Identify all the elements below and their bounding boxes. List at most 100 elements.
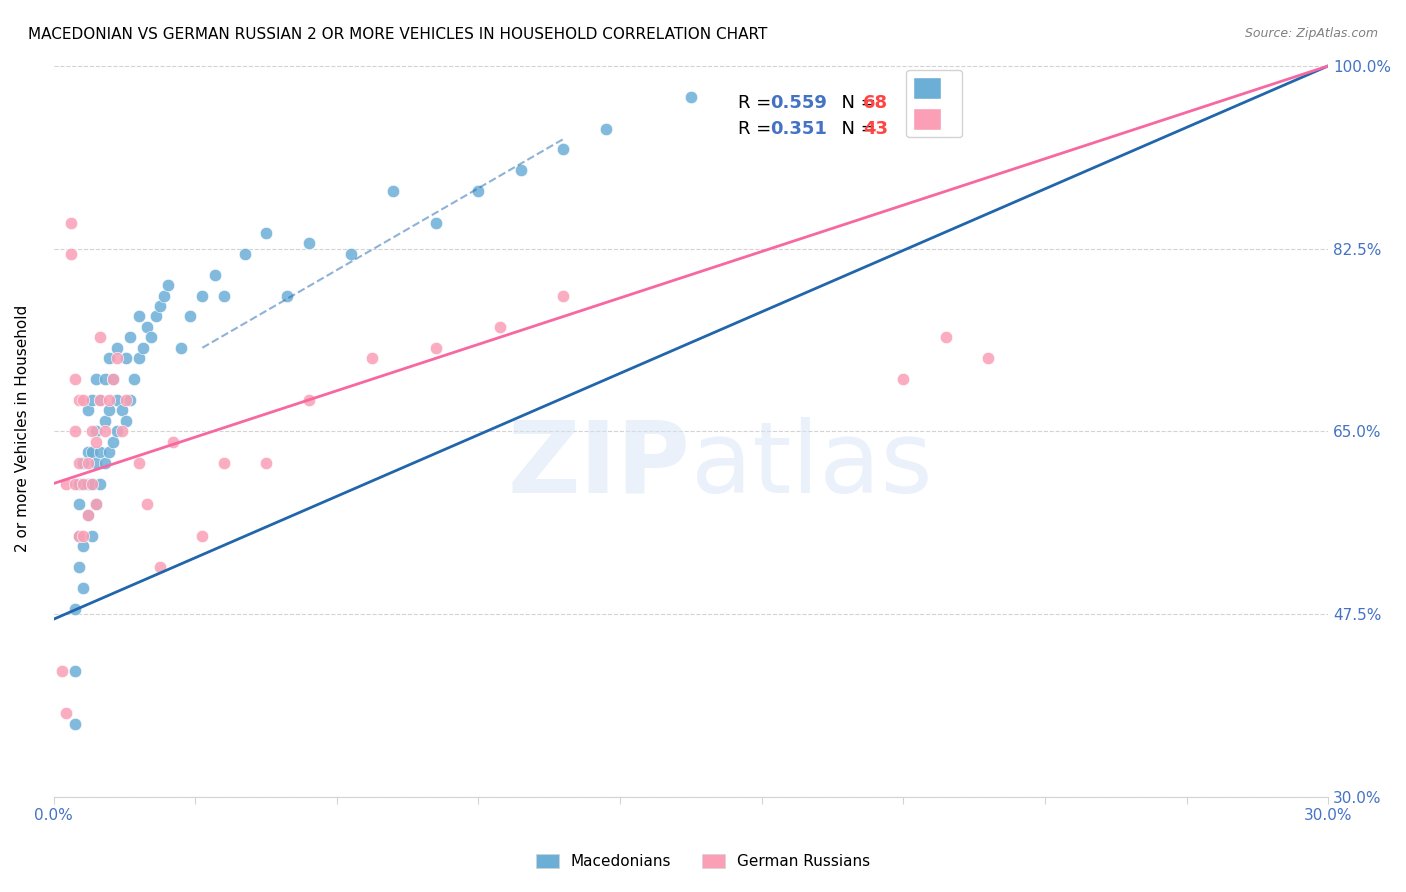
Point <box>128 456 150 470</box>
Point <box>170 341 193 355</box>
Point <box>510 163 533 178</box>
Point <box>467 184 489 198</box>
Point <box>93 414 115 428</box>
Point <box>141 330 163 344</box>
Point <box>89 330 111 344</box>
Point <box>93 456 115 470</box>
Point <box>120 392 142 407</box>
Point <box>72 539 94 553</box>
Text: atlas: atlas <box>690 417 932 514</box>
Point <box>157 278 180 293</box>
Point <box>425 215 447 229</box>
Point <box>89 392 111 407</box>
Point <box>179 310 201 324</box>
Text: ZIP: ZIP <box>508 417 690 514</box>
Point <box>67 560 90 574</box>
Point <box>80 392 103 407</box>
Point <box>72 456 94 470</box>
Point <box>55 706 77 721</box>
Point <box>425 341 447 355</box>
Point <box>891 372 914 386</box>
Point <box>254 226 277 240</box>
Point <box>145 310 167 324</box>
Point <box>254 456 277 470</box>
Point <box>97 392 120 407</box>
Point <box>63 665 86 679</box>
Text: R =: R = <box>738 94 778 112</box>
Point <box>128 351 150 366</box>
Text: MACEDONIAN VS GERMAN RUSSIAN 2 OR MORE VEHICLES IN HOUSEHOLD CORRELATION CHART: MACEDONIAN VS GERMAN RUSSIAN 2 OR MORE V… <box>28 27 768 42</box>
Point <box>553 143 575 157</box>
Point <box>162 434 184 449</box>
Point <box>84 425 107 439</box>
Legend: , : , <box>907 70 962 137</box>
Point <box>382 184 405 198</box>
Point <box>361 351 384 366</box>
Text: 0.559: 0.559 <box>770 94 827 112</box>
Point <box>67 476 90 491</box>
Point <box>76 476 98 491</box>
Point <box>72 529 94 543</box>
Point <box>72 476 94 491</box>
Point <box>340 247 363 261</box>
Point <box>63 476 86 491</box>
Point <box>212 456 235 470</box>
Point <box>553 288 575 302</box>
Point <box>72 581 94 595</box>
Point <box>76 508 98 522</box>
Point <box>149 560 172 574</box>
Text: N =: N = <box>830 94 882 112</box>
Point <box>191 529 214 543</box>
Point <box>67 497 90 511</box>
Point <box>204 268 226 282</box>
Point <box>67 529 90 543</box>
Point <box>149 299 172 313</box>
Point <box>212 288 235 302</box>
Text: 68: 68 <box>863 94 889 112</box>
Point <box>76 456 98 470</box>
Point <box>63 425 86 439</box>
Point <box>80 529 103 543</box>
Point <box>84 456 107 470</box>
Point <box>114 351 136 366</box>
Point <box>120 330 142 344</box>
Point <box>59 247 82 261</box>
Point <box>132 341 155 355</box>
Point <box>84 497 107 511</box>
Point <box>124 372 146 386</box>
Point <box>80 445 103 459</box>
Point <box>80 476 103 491</box>
Text: 0.351: 0.351 <box>770 120 827 138</box>
Point <box>105 341 128 355</box>
Point <box>80 476 103 491</box>
Point <box>67 392 90 407</box>
Point <box>105 425 128 439</box>
Point <box>233 247 256 261</box>
Point <box>297 236 319 251</box>
Point <box>55 476 77 491</box>
Point <box>84 497 107 511</box>
Point <box>59 215 82 229</box>
Point <box>97 445 120 459</box>
Point <box>72 392 94 407</box>
Point <box>93 372 115 386</box>
Point <box>276 288 298 302</box>
Point <box>76 403 98 417</box>
Point <box>51 665 73 679</box>
Point <box>105 351 128 366</box>
Point <box>89 392 111 407</box>
Point <box>80 425 103 439</box>
Point <box>136 320 159 334</box>
Text: Source: ZipAtlas.com: Source: ZipAtlas.com <box>1244 27 1378 40</box>
Point <box>101 372 124 386</box>
Text: 43: 43 <box>863 120 889 138</box>
Point <box>67 529 90 543</box>
Point <box>97 403 120 417</box>
Point <box>63 372 86 386</box>
Point <box>935 330 957 344</box>
Point <box>93 425 115 439</box>
Point <box>101 434 124 449</box>
Point <box>114 414 136 428</box>
Point <box>76 508 98 522</box>
Point <box>297 392 319 407</box>
